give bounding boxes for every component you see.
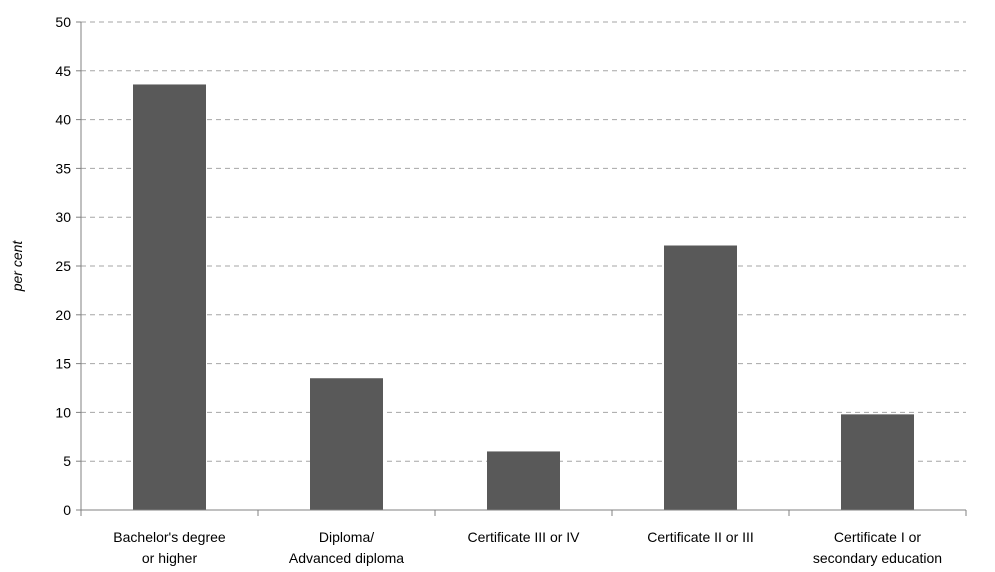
x-category-label: or higher <box>142 550 198 566</box>
bar <box>487 451 560 510</box>
y-tick-label: 40 <box>55 112 71 128</box>
y-tick-label: 25 <box>55 258 71 274</box>
y-tick-label: 20 <box>55 307 71 323</box>
bars <box>133 84 914 511</box>
y-tick-label: 30 <box>55 209 71 225</box>
x-category-label: Certificate I or <box>834 529 921 545</box>
bar <box>310 378 383 510</box>
bar <box>841 414 914 510</box>
x-category-label: Certificate III or IV <box>467 529 580 545</box>
y-tick-label: 10 <box>55 404 71 420</box>
y-tick-label: 45 <box>55 63 71 79</box>
y-axis-title: per cent <box>9 240 25 293</box>
bar <box>664 245 737 510</box>
y-tick-label: 50 <box>55 14 71 30</box>
x-category-labels: Bachelor's degree or higher Diploma/Advanc… <box>113 529 942 566</box>
axes <box>76 21 967 516</box>
y-tick-label: 35 <box>55 160 71 176</box>
x-category-label: Certificate II or III <box>647 529 754 545</box>
y-tick-labels: 0 5 10 15 20 25 30 35 40 45 50 <box>55 14 71 518</box>
y-tick-label: 15 <box>55 356 71 372</box>
x-category-label: Diploma/ <box>319 529 374 545</box>
y-tick-label: 0 <box>63 502 71 518</box>
bar <box>133 84 206 511</box>
x-category-label: Bachelor's degree <box>113 529 226 545</box>
x-category-label: Advanced diploma <box>289 550 404 566</box>
gridlines <box>81 21 966 462</box>
y-tick-label: 5 <box>63 453 71 469</box>
x-category-label: secondary education <box>813 550 942 566</box>
